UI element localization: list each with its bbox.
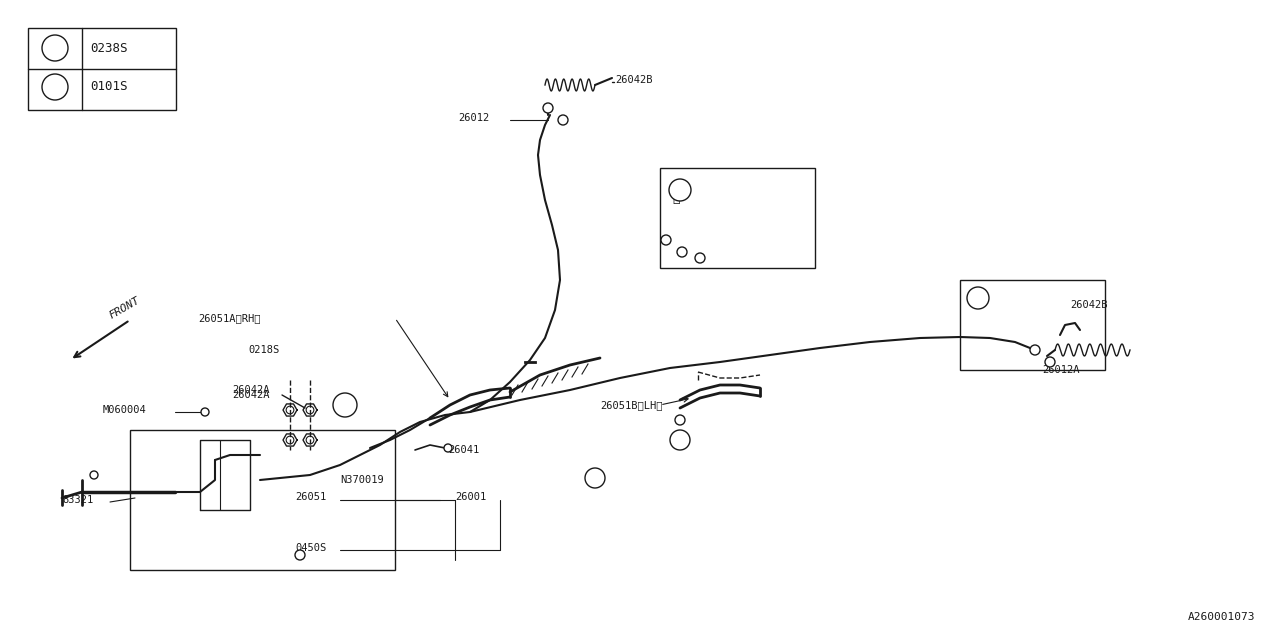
Text: ①: ①	[673, 191, 689, 205]
Text: 26051: 26051	[294, 492, 326, 502]
Text: 26051A〈RH〉: 26051A〈RH〉	[198, 313, 261, 323]
Text: 2: 2	[342, 400, 348, 410]
Circle shape	[444, 444, 452, 452]
Circle shape	[333, 393, 357, 417]
Text: N370019: N370019	[340, 475, 384, 485]
Circle shape	[669, 430, 690, 450]
Text: A260001073: A260001073	[1188, 612, 1254, 622]
Text: 0101S: 0101S	[90, 81, 128, 93]
Text: FRONT: FRONT	[108, 295, 142, 321]
Circle shape	[543, 103, 553, 113]
Circle shape	[42, 74, 68, 100]
Circle shape	[42, 35, 68, 61]
Circle shape	[1030, 345, 1039, 355]
Text: 1: 1	[591, 473, 598, 483]
Text: M060004: M060004	[102, 405, 147, 415]
Bar	[660, 168, 815, 268]
Circle shape	[585, 468, 605, 488]
Bar	[960, 280, 1105, 370]
Text: 26012A: 26012A	[1042, 365, 1079, 375]
Circle shape	[558, 115, 568, 125]
Text: 1: 1	[677, 185, 684, 195]
Circle shape	[294, 550, 305, 560]
Circle shape	[669, 179, 691, 201]
Text: 0218S: 0218S	[248, 345, 279, 355]
Text: 0238S: 0238S	[90, 42, 128, 54]
Text: 0450S: 0450S	[294, 543, 326, 553]
Circle shape	[90, 471, 99, 479]
Text: 1: 1	[974, 293, 982, 303]
Bar	[28, 28, 177, 110]
Circle shape	[966, 287, 989, 309]
Text: 26012: 26012	[458, 113, 489, 123]
Text: 26051B〈LH〉: 26051B〈LH〉	[600, 400, 663, 410]
Circle shape	[1044, 357, 1055, 367]
Bar	[131, 430, 396, 570]
Text: 1: 1	[51, 81, 59, 93]
Circle shape	[677, 247, 687, 257]
Circle shape	[660, 235, 671, 245]
Text: 1: 1	[677, 435, 684, 445]
Text: 26042B: 26042B	[614, 75, 653, 85]
Text: 26041: 26041	[448, 445, 479, 455]
Circle shape	[201, 408, 209, 416]
Text: 2: 2	[51, 42, 59, 54]
Circle shape	[675, 415, 685, 425]
Text: 83321: 83321	[61, 495, 93, 505]
Circle shape	[695, 253, 705, 263]
Text: 26001: 26001	[454, 492, 486, 502]
Text: 26042A: 26042A	[232, 390, 270, 400]
Text: 26042A: 26042A	[232, 385, 270, 395]
Text: 26042B: 26042B	[1070, 300, 1107, 310]
